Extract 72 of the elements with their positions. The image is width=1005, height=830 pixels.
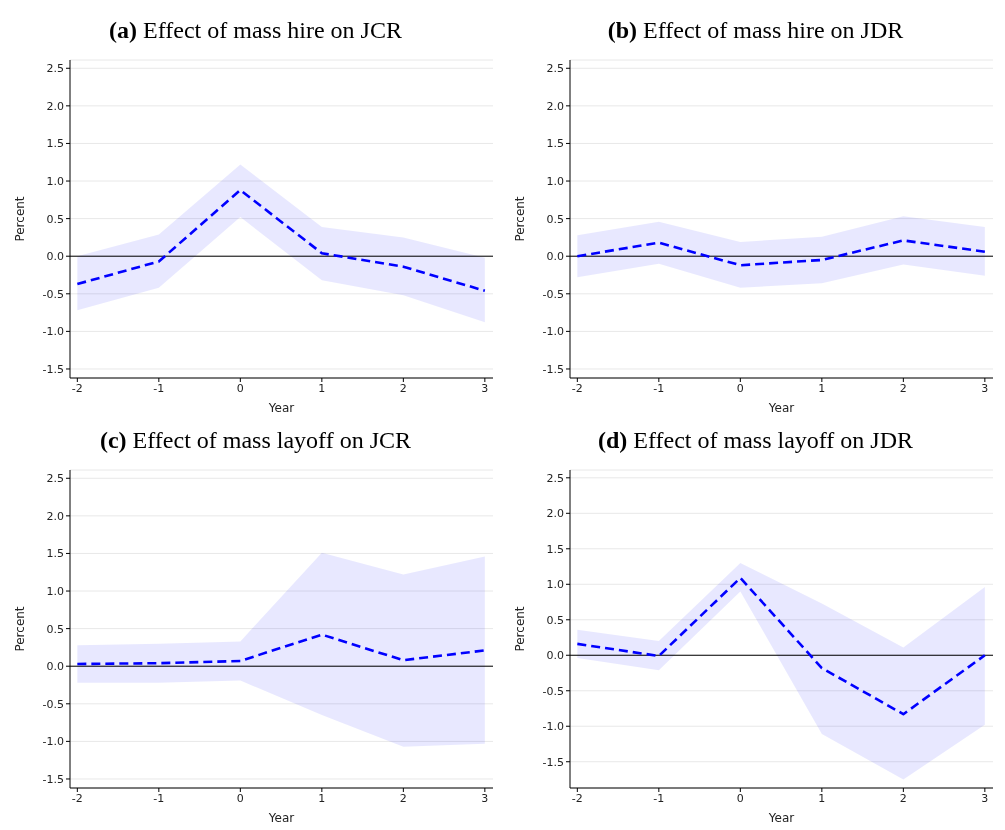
x-tick-label: 1: [818, 381, 826, 395]
y-tick-label: 0.5: [46, 622, 64, 636]
y-tick-label: 1.5: [546, 542, 564, 556]
x-tick-label: 3: [981, 381, 989, 395]
x-tick-label: 1: [318, 381, 326, 395]
y-axis-title: Percent: [513, 606, 528, 652]
chart-title: (c) Effect of mass layoff on JCR: [98, 426, 412, 455]
x-tick-label: -2: [71, 791, 83, 805]
chart-title: (b) Effect of mass hire on JDR: [606, 16, 905, 45]
y-tick-label: 0.0: [46, 250, 64, 264]
y-axis-title: Percent: [513, 196, 528, 242]
y-tick-label: 0.5: [546, 613, 564, 627]
y-tick-label: -1.5: [542, 755, 564, 769]
y-tick-label: -1.5: [42, 772, 64, 786]
y-tick-label: 2.0: [46, 99, 64, 113]
x-tick-label: -1: [653, 381, 665, 395]
x-tick-label: 2: [399, 791, 407, 805]
x-tick-label: 2: [899, 381, 907, 395]
x-tick-label: -2: [71, 381, 83, 395]
x-tick-label: 0: [736, 381, 744, 395]
x-axis-title: Year: [767, 401, 795, 415]
y-tick-label: 1.0: [546, 174, 564, 188]
x-tick-label: 0: [736, 791, 744, 805]
y-tick-label: 2.5: [546, 62, 564, 76]
y-tick-label: 1.5: [46, 547, 64, 561]
y-tick-label: -1.0: [542, 720, 564, 734]
x-tick-label: 3: [481, 791, 489, 805]
y-tick-label: 2.0: [546, 507, 564, 521]
y-tick-label: 2.5: [546, 471, 564, 485]
y-tick-label: -0.5: [542, 684, 564, 698]
y-tick-label: -0.5: [42, 697, 64, 711]
x-tick-label: 2: [899, 791, 907, 805]
x-tick-label: 0: [236, 381, 244, 395]
x-axis-title: Year: [267, 811, 295, 825]
y-tick-label: 0.0: [546, 649, 564, 663]
y-tick-label: -1.0: [542, 325, 564, 339]
y-axis-title: Percent: [13, 196, 28, 242]
y-tick-label: 1.0: [46, 174, 64, 188]
x-tick-label: -1: [153, 791, 165, 805]
y-tick-label: -0.5: [42, 287, 64, 301]
y-tick-label: 1.5: [46, 137, 64, 151]
x-tick-label: -1: [653, 791, 665, 805]
y-tick-label: -0.5: [542, 287, 564, 301]
x-tick-label: 3: [481, 381, 489, 395]
y-tick-label: -1.0: [42, 735, 64, 749]
y-tick-label: 2.5: [46, 472, 64, 486]
x-tick-label: -2: [571, 381, 583, 395]
y-tick-label: 1.0: [546, 578, 564, 592]
y-tick-label: 2.0: [546, 99, 564, 113]
x-tick-label: 1: [818, 791, 826, 805]
y-tick-label: 2.0: [46, 509, 64, 523]
x-tick-label: 1: [318, 791, 326, 805]
chart-title: (d) Effect of mass layoff on JDR: [596, 426, 915, 455]
y-tick-label: 1.0: [46, 584, 64, 598]
x-tick-label: 3: [981, 791, 989, 805]
x-tick-label: 0: [236, 791, 244, 805]
y-tick-label: 1.5: [546, 137, 564, 151]
y-tick-label: 0.0: [46, 660, 64, 674]
x-tick-label: 2: [399, 381, 407, 395]
x-axis-title: Year: [267, 401, 295, 415]
y-tick-label: -1.5: [42, 362, 64, 376]
y-tick-label: 0.5: [46, 212, 64, 226]
y-tick-label: 0.0: [546, 250, 564, 264]
x-tick-label: -2: [571, 791, 583, 805]
y-axis-title: Percent: [13, 606, 28, 652]
y-tick-label: -1.0: [42, 325, 64, 339]
x-axis-title: Year: [767, 811, 795, 825]
y-tick-label: -1.5: [542, 362, 564, 376]
y-tick-label: 2.5: [46, 62, 64, 76]
y-tick-label: 0.5: [546, 212, 564, 226]
x-tick-label: -1: [153, 381, 165, 395]
chart-title: (a) Effect of mass hire on JCR: [108, 16, 403, 45]
